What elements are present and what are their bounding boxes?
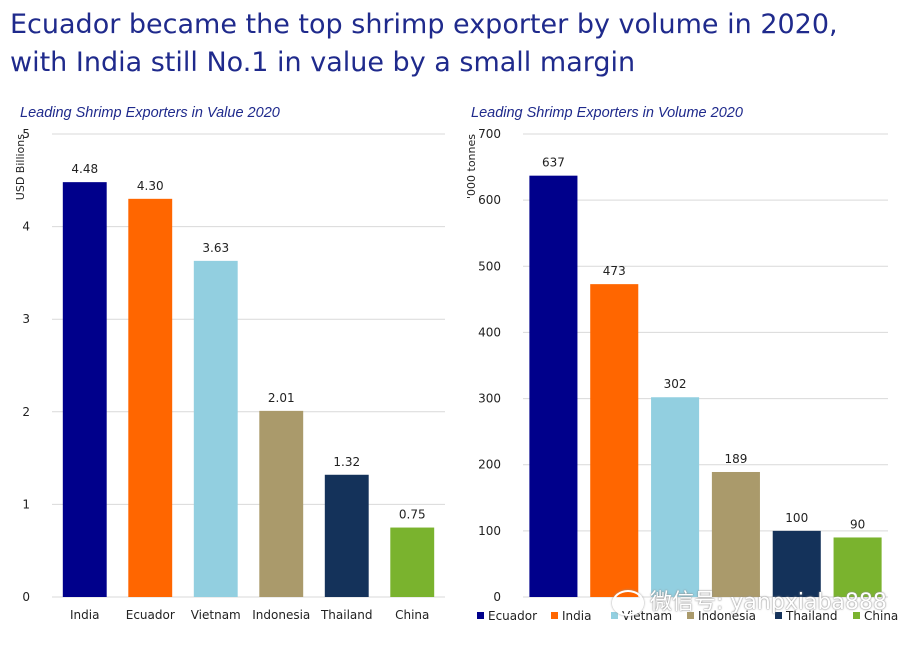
y-axis-label: '000 tonnes: [465, 134, 478, 199]
legend-swatch-thailand: [775, 612, 782, 619]
data-label-thailand: 100: [785, 511, 808, 525]
value-chart: Leading Shrimp Exporters in Value 2020 0…: [0, 100, 450, 640]
bar-vietnam: [193, 260, 238, 597]
legend-swatch-indonesia: [687, 612, 694, 619]
y-tick-label-5: 5: [22, 127, 30, 141]
legend-entry-indonesia: Indonesia: [698, 609, 756, 623]
data-label-vietnam: 302: [664, 377, 687, 391]
y-tick-label-0: 0: [493, 590, 501, 604]
y-tick-label-4: 400: [478, 325, 501, 339]
bar-indonesia: [259, 410, 304, 597]
volume-chart-svg: 0 100 200 300 400 500 600 700'000 tonnes 637 473 3…: [465, 127, 898, 623]
y-tick-label-7: 700: [478, 127, 501, 141]
y-tick-label-5: 500: [478, 259, 501, 273]
bar-india: [62, 182, 107, 597]
y-tick-label-2: 2: [22, 405, 30, 419]
volume-chart: Leading Shrimp Exporters in Volume 2020 …: [455, 100, 905, 640]
data-label-china: 0.75: [399, 508, 426, 522]
data-label-ecuador: 637: [542, 156, 565, 170]
data-label-india: 4.48: [71, 162, 98, 176]
bar-ecuador: [128, 198, 173, 597]
watermark: 微信号: yanpxiaba888: [612, 584, 887, 616]
y-tick-label-1: 100: [478, 524, 501, 538]
legend-entry-india: India: [562, 609, 591, 623]
bar-ecuador: [529, 175, 578, 598]
legend-swatch-ecuador: [477, 612, 484, 619]
legend-entry-ecuador: Ecuador: [488, 609, 537, 623]
y-tick-label-2: 200: [478, 458, 501, 472]
data-label-thailand: 1.32: [333, 455, 360, 469]
watermark-text: 微信号: yanpxiaba888: [650, 590, 887, 615]
value-chart-title: Leading Shrimp Exporters in Value 2020: [20, 105, 280, 121]
x-tick-label-thailand: Thailand: [320, 608, 373, 622]
bar-china: [833, 537, 882, 597]
headline: Ecuador became the top shrimp exporter b…: [10, 9, 838, 78]
bar-vietnam: [651, 397, 700, 597]
y-axis-label: USD Billions: [14, 134, 27, 200]
data-label-china: 90: [850, 517, 865, 531]
bar-china: [390, 527, 435, 597]
data-label-india: 473: [603, 264, 626, 278]
y-tick-label-6: 600: [478, 193, 501, 207]
x-tick-label-indonesia: Indonesia: [252, 608, 310, 622]
y-tick-label-3: 3: [22, 312, 30, 326]
y-tick-label-3: 300: [478, 392, 501, 406]
volume-chart-title: Leading Shrimp Exporters in Volume 2020: [471, 105, 743, 121]
x-tick-label-china: China: [395, 608, 429, 622]
wechat-icon: [612, 590, 644, 616]
bar-indonesia: [711, 471, 760, 597]
x-tick-label-ecuador: Ecuador: [126, 608, 175, 622]
y-tick-label-1: 1: [22, 497, 30, 511]
data-label-vietnam: 3.63: [202, 241, 229, 255]
bar-india: [590, 284, 639, 597]
data-label-indonesia: 2.01: [268, 391, 295, 405]
bar-thailand: [324, 474, 369, 597]
y-tick-label-4: 4: [22, 220, 30, 234]
legend-swatch-india: [551, 612, 558, 619]
legend-swatch-china: [853, 612, 860, 619]
y-tick-label-0: 0: [22, 590, 30, 604]
legend-entry-china: China: [864, 609, 898, 623]
x-tick-label-vietnam: Vietnam: [191, 608, 241, 622]
bar-thailand: [772, 530, 821, 597]
legend-swatch-vietnam: [611, 612, 618, 619]
data-label-ecuador: 4.30: [137, 179, 164, 193]
legend-entry-thailand: Thailand: [785, 609, 838, 623]
x-tick-label-india: India: [70, 608, 99, 622]
data-label-indonesia: 189: [724, 452, 747, 466]
